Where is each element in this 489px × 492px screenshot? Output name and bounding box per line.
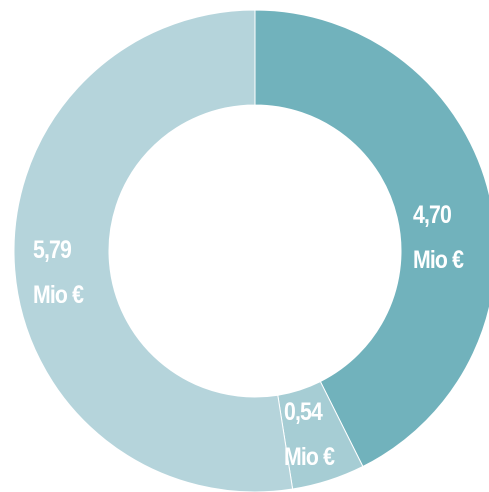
value-label: 5,79 Mio € bbox=[33, 236, 84, 309]
value-label: 4,70 Mio € bbox=[413, 201, 464, 274]
donut-segment bbox=[254, 9, 489, 468]
donut-segment bbox=[13, 9, 294, 492]
value-label: 0,54 Mio € bbox=[284, 398, 335, 471]
